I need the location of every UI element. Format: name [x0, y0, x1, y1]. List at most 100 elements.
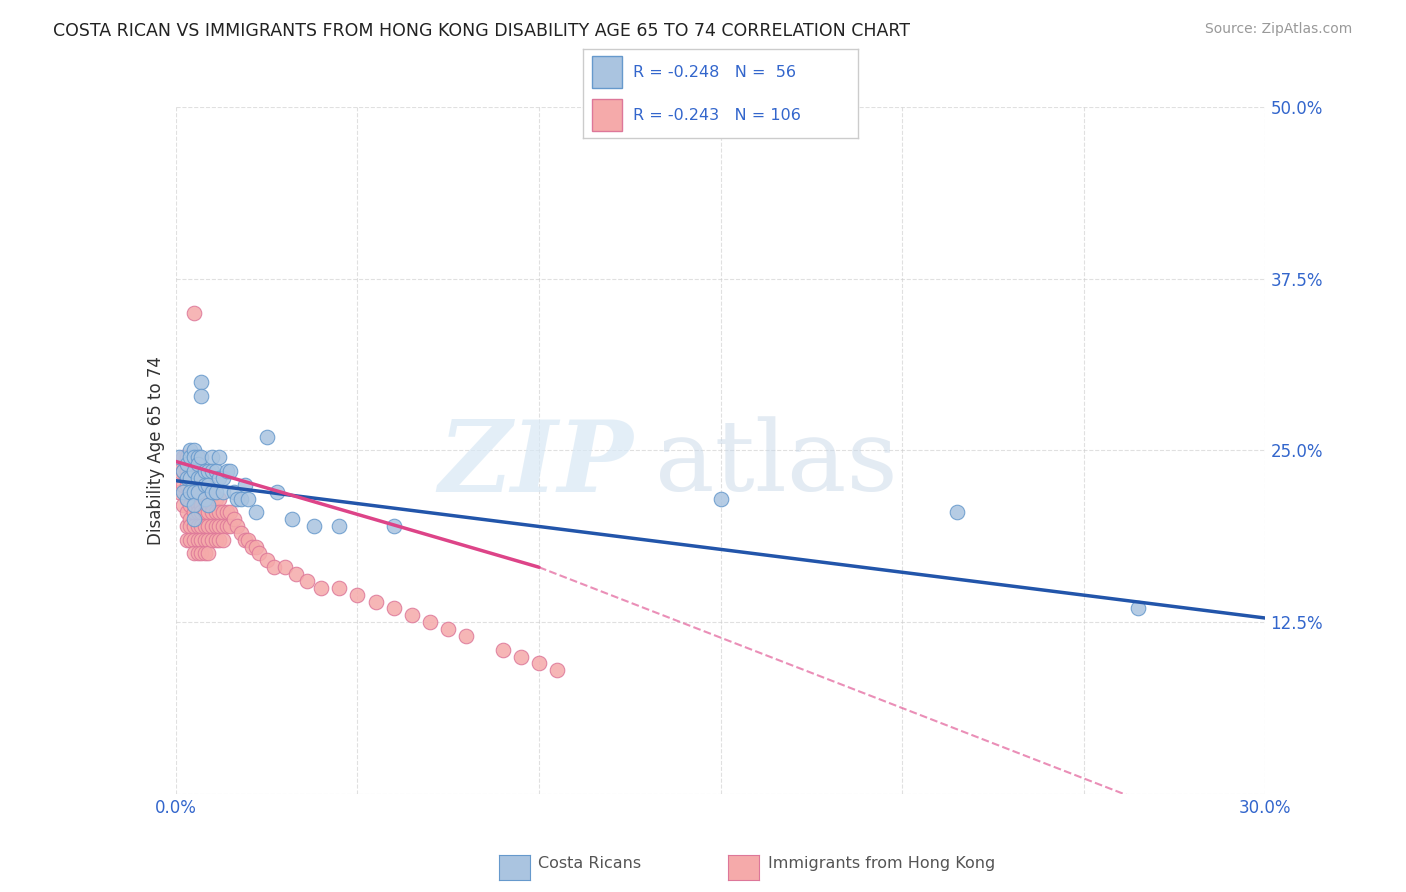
- Point: [201, 505, 224, 519]
- Point: [190, 519, 212, 533]
- Point: [190, 450, 212, 465]
- Point: [201, 484, 224, 499]
- Point: [186, 478, 209, 492]
- Text: Source: ZipAtlas.com: Source: ZipAtlas.com: [1205, 22, 1353, 37]
- Point: [183, 443, 205, 458]
- Point: [245, 540, 267, 554]
- Point: [212, 484, 235, 499]
- Point: [179, 484, 201, 499]
- Point: [190, 533, 212, 547]
- Point: [215, 505, 238, 519]
- Point: [256, 553, 278, 567]
- Point: [186, 484, 209, 499]
- Point: [183, 450, 205, 465]
- Point: [328, 519, 350, 533]
- Point: [201, 464, 224, 478]
- Point: [186, 471, 209, 485]
- Text: ZIP: ZIP: [439, 416, 633, 512]
- Text: R = -0.243   N = 106: R = -0.243 N = 106: [633, 108, 800, 122]
- Point: [186, 519, 209, 533]
- Point: [194, 546, 217, 561]
- Point: [284, 567, 307, 582]
- Point: [186, 450, 209, 465]
- Point: [183, 546, 205, 561]
- Point: [190, 546, 212, 561]
- Point: [172, 464, 194, 478]
- Point: [201, 484, 224, 499]
- Point: [197, 478, 219, 492]
- Point: [176, 450, 198, 465]
- Point: [204, 491, 226, 506]
- Point: [204, 533, 226, 547]
- Point: [247, 546, 270, 561]
- Point: [226, 491, 249, 506]
- Point: [527, 657, 550, 671]
- Point: [183, 499, 205, 513]
- Point: [183, 519, 205, 533]
- Point: [172, 450, 194, 465]
- Point: [179, 450, 201, 465]
- Point: [190, 484, 212, 499]
- Point: [233, 533, 256, 547]
- Point: [190, 471, 212, 485]
- Point: [179, 519, 201, 533]
- Text: Costa Ricans: Costa Ricans: [538, 856, 641, 871]
- Point: [1128, 601, 1150, 615]
- Point: [194, 478, 217, 492]
- Point: [710, 491, 733, 506]
- Point: [208, 450, 231, 465]
- Point: [194, 464, 217, 478]
- Point: [194, 491, 217, 506]
- Point: [215, 464, 238, 478]
- Point: [179, 484, 201, 499]
- Point: [176, 471, 198, 485]
- Point: [328, 581, 350, 595]
- Point: [382, 519, 405, 533]
- Point: [190, 499, 212, 513]
- Point: [945, 505, 967, 519]
- Point: [364, 594, 387, 608]
- Point: [194, 505, 217, 519]
- Point: [197, 464, 219, 478]
- Point: [179, 471, 201, 485]
- Point: [204, 505, 226, 519]
- Point: [194, 519, 217, 533]
- Point: [231, 525, 253, 540]
- FancyBboxPatch shape: [592, 56, 621, 88]
- Point: [222, 512, 245, 526]
- Point: [204, 519, 226, 533]
- Text: COSTA RICAN VS IMMIGRANTS FROM HONG KONG DISABILITY AGE 65 TO 74 CORRELATION CHA: COSTA RICAN VS IMMIGRANTS FROM HONG KONG…: [53, 22, 911, 40]
- Point: [179, 533, 201, 547]
- FancyBboxPatch shape: [592, 99, 621, 131]
- Point: [245, 505, 267, 519]
- Point: [197, 546, 219, 561]
- Point: [186, 546, 209, 561]
- Point: [346, 588, 368, 602]
- Point: [190, 375, 212, 389]
- Point: [419, 615, 441, 630]
- Point: [222, 484, 245, 499]
- Point: [172, 499, 194, 513]
- Point: [231, 491, 253, 506]
- Point: [219, 519, 242, 533]
- Point: [266, 484, 288, 499]
- Point: [183, 478, 205, 492]
- Point: [183, 505, 205, 519]
- Point: [169, 464, 191, 478]
- Point: [172, 464, 194, 478]
- Point: [186, 505, 209, 519]
- Point: [169, 484, 191, 499]
- Point: [208, 471, 231, 485]
- Point: [172, 478, 194, 492]
- Point: [546, 663, 568, 677]
- Point: [194, 533, 217, 547]
- Point: [437, 622, 460, 636]
- Point: [179, 499, 201, 513]
- Point: [194, 464, 217, 478]
- Point: [240, 540, 263, 554]
- Point: [183, 306, 205, 320]
- Point: [176, 457, 198, 471]
- Point: [183, 484, 205, 499]
- Point: [208, 505, 231, 519]
- Point: [197, 533, 219, 547]
